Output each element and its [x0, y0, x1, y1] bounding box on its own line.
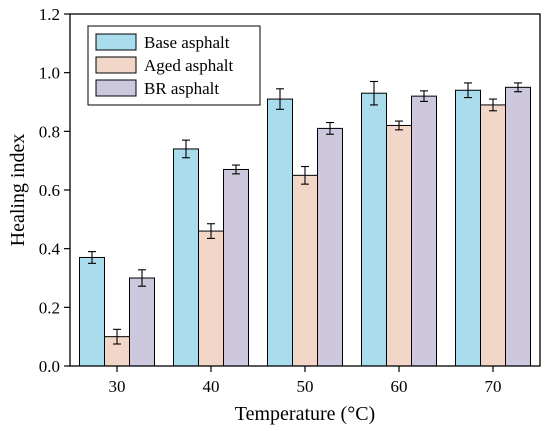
bar-aged-asphalt [198, 230, 224, 367]
x-tick-label: 30 [109, 377, 126, 396]
bar-base-asphalt [267, 98, 293, 367]
legend-label: BR asphalt [144, 79, 219, 98]
y-axis: 0.0 0.2 0.4 0.6 0.8 1.0 1.2 [39, 5, 70, 376]
y-tick-label: 0.2 [39, 298, 60, 317]
y-tick-label: 0.6 [39, 181, 60, 200]
x-tick-label: 60 [391, 377, 408, 396]
bar-br-asphalt [505, 86, 531, 367]
legend-label: Aged asphalt [144, 56, 234, 75]
x-axis: 30 40 50 60 70 [109, 366, 502, 396]
bar-aged-asphalt [292, 174, 318, 367]
legend-label: Base asphalt [144, 33, 230, 52]
x-tick-label: 50 [297, 377, 314, 396]
bar-aged-asphalt [480, 104, 506, 367]
bar-br-asphalt [411, 95, 437, 367]
bar-br-asphalt [317, 127, 343, 367]
bar-aged-asphalt [386, 124, 412, 367]
y-tick-label: 1.0 [39, 64, 60, 83]
bar-base-asphalt [79, 256, 105, 367]
legend: Base asphalt Aged asphalt BR asphalt [87, 25, 261, 106]
legend-swatch [95, 79, 137, 97]
bar-br-asphalt [129, 277, 155, 367]
y-tick-label: 0.4 [39, 240, 61, 259]
errorbars-layer [88, 80, 522, 345]
bar-base-asphalt [173, 148, 199, 367]
bar-base-asphalt [361, 92, 387, 367]
y-tick-label: 0.0 [39, 357, 60, 376]
bars-layer [79, 86, 531, 367]
bar-br-asphalt [223, 168, 249, 367]
legend-swatch [95, 56, 137, 74]
y-tick-label: 1.2 [39, 5, 60, 24]
x-tick-label: 40 [203, 377, 220, 396]
y-axis-title: Healing index [7, 134, 29, 247]
bar-base-asphalt [455, 89, 481, 367]
legend-swatch [95, 33, 137, 51]
y-tick-label: 0.8 [39, 122, 60, 141]
x-tick-label: 70 [485, 377, 502, 396]
x-axis-title: Temperature (°C) [235, 403, 375, 425]
